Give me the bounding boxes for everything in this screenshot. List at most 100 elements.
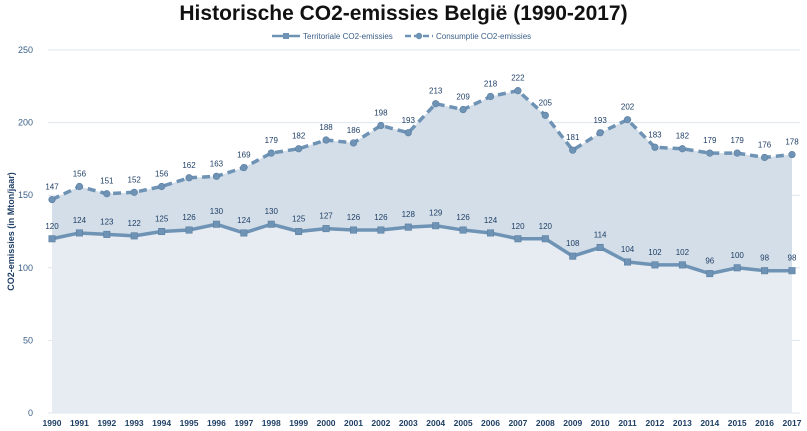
marker-territoriale (404, 223, 412, 231)
y-tick-label: 50 (23, 335, 33, 345)
marker-consumptie (75, 182, 84, 191)
marker-consumptie (349, 139, 358, 147)
area-fills (52, 90, 792, 413)
marker-consumptie (733, 149, 741, 157)
marker-consumptie (486, 92, 495, 101)
data-label-territoriale: 120 (45, 222, 59, 231)
marker-territoriale (678, 261, 686, 269)
marker-territoriale (487, 229, 495, 237)
data-label-territoriale: 100 (731, 251, 745, 260)
axes: 0 50 100 150 200 250 1990 1991 1992 1993 1994 1995 1… (6, 45, 802, 428)
marker-territoriale (322, 225, 330, 233)
data-label-territoriale: 120 (511, 222, 525, 231)
data-label-consumptie: 179 (731, 136, 745, 145)
x-tick-label: 1996 (207, 418, 226, 428)
data-label-consumptie: 163 (210, 159, 224, 168)
marker-consumptie (569, 146, 577, 154)
x-tick-label: 2006 (481, 418, 500, 428)
x-tick-label: 2005 (454, 418, 473, 428)
data-label-territoriale: 123 (100, 217, 114, 226)
marker-consumptie (158, 182, 166, 191)
x-tick-label: 2014 (700, 418, 719, 428)
y-axis-title: CO2-emissies (in Mton/jaar) (6, 172, 16, 291)
x-tick-label: 1993 (125, 418, 144, 428)
data-label-territoriale: 108 (566, 239, 580, 248)
marker-consumptie (103, 190, 111, 198)
marker-territoriale (788, 267, 796, 275)
marker-territoriale (377, 226, 385, 234)
data-label-consumptie: 151 (100, 177, 114, 186)
x-tick-label: 1995 (180, 418, 199, 428)
x-tick-label: 2015 (728, 418, 747, 428)
data-label-consumptie: 176 (758, 140, 772, 149)
data-label-territoriale: 126 (182, 213, 196, 222)
legend-item-territoriale: Territoriale CO2-emissies (272, 32, 393, 41)
marker-consumptie (404, 129, 412, 137)
marker-territoriale (596, 243, 604, 251)
marker-consumptie (651, 143, 659, 151)
data-label-consumptie: 181 (566, 133, 580, 142)
x-tick-label: 2008 (536, 418, 555, 428)
data-label-territoriale: 126 (456, 213, 470, 222)
data-label-consumptie: 213 (429, 87, 443, 96)
y-tick-label: 0 (28, 408, 33, 418)
data-label-consumptie: 147 (45, 183, 59, 192)
marker-territoriale (624, 258, 632, 266)
data-label-territoriale: 98 (788, 254, 797, 263)
marker-territoriale (651, 261, 659, 269)
marker-territoriale (240, 229, 248, 237)
marker-territoriale (514, 235, 522, 243)
marker-consumptie (185, 174, 193, 182)
marker-consumptie (130, 188, 138, 196)
data-label-consumptie: 156 (155, 169, 169, 178)
y-tick-label: 100 (18, 263, 33, 273)
data-label-consumptie: 209 (456, 93, 470, 102)
marker-consumptie (48, 195, 56, 204)
marker-territoriale (349, 226, 357, 234)
data-label-territoriale: 102 (676, 248, 690, 257)
legend-label-territoriale: Territoriale CO2-emissies (303, 32, 393, 41)
x-tick-label: 1994 (152, 418, 171, 428)
data-label-territoriale: 125 (292, 215, 306, 224)
data-label-consumptie: 179 (265, 136, 279, 145)
x-tick-label: 1999 (289, 418, 308, 428)
y-tick-label: 200 (18, 118, 33, 128)
marker-territoriale (158, 228, 166, 236)
marker-consumptie (267, 149, 275, 157)
data-label-territoriale: 128 (402, 210, 416, 219)
marker-territoriale (761, 267, 769, 275)
data-label-territoriale: 96 (705, 257, 714, 266)
data-label-consumptie: 193 (402, 116, 416, 125)
marker-territoriale (541, 235, 549, 243)
marker-territoriale (185, 226, 193, 234)
data-label-territoriale: 124 (484, 216, 498, 225)
series-lines (51, 88, 793, 276)
data-label-territoriale: 129 (429, 209, 443, 218)
x-tick-label: 2016 (755, 418, 774, 428)
data-label-consumptie: 156 (73, 169, 87, 178)
data-label-territoriale: 120 (539, 222, 553, 231)
data-label-consumptie: 179 (703, 136, 717, 145)
legend-label-consumptie: Consumptie CO2-emissies (436, 32, 531, 41)
marker-territoriale (733, 264, 741, 272)
data-label-consumptie: 193 (593, 116, 607, 125)
data-label-territoriale: 98 (760, 254, 769, 263)
legend: Territoriale CO2-emissies Consumptie CO2-… (272, 32, 531, 41)
data-label-consumptie: 183 (648, 130, 662, 139)
x-tick-label: 2001 (344, 418, 363, 428)
data-label-territoriale: 130 (265, 207, 279, 216)
y-tick-label: 150 (18, 190, 33, 200)
data-label-territoriale: 124 (237, 216, 251, 225)
x-tick-label: 2004 (426, 418, 445, 428)
data-label-territoriale: 127 (319, 212, 333, 221)
data-label-territoriale: 126 (374, 213, 388, 222)
marker-territoriale (459, 226, 467, 234)
x-tick-label: 1992 (97, 418, 116, 428)
chart-title: Historische CO2-emissies België (1990-20… (179, 2, 628, 25)
y-tick-label: 250 (18, 45, 33, 55)
data-label-consumptie: 182 (676, 132, 690, 141)
data-label-consumptie: 205 (539, 98, 553, 107)
marker-consumptie (240, 164, 248, 172)
x-tick-label: 2011 (618, 418, 637, 428)
data-label-consumptie: 162 (182, 161, 196, 170)
